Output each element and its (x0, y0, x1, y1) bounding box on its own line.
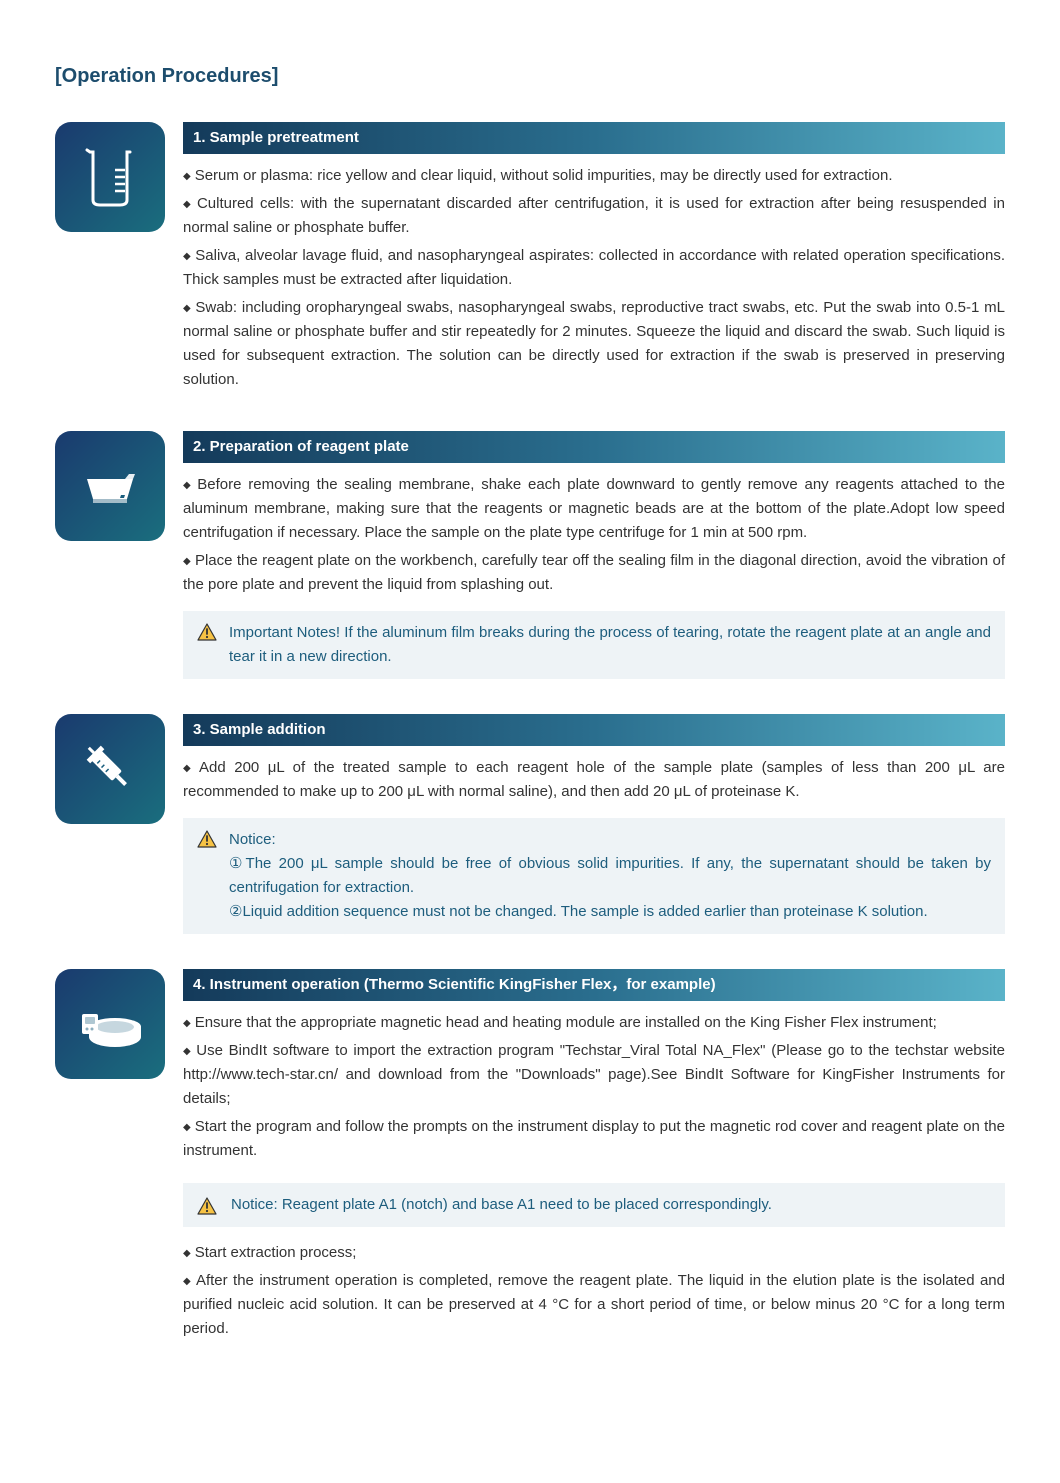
step-header: 3. Sample addition (183, 714, 1005, 746)
instrument-icon (55, 969, 165, 1079)
beaker-icon (55, 122, 165, 232)
bullet: Ensure that the appropriate magnetic hea… (183, 1011, 1005, 1035)
bullet: Add 200 μL of the treated sample to each… (183, 756, 1005, 804)
section-4: 4. Instrument operation (Thermo Scientif… (55, 969, 1005, 1345)
bullet: Use BindIt software to import the extrac… (183, 1039, 1005, 1111)
notice-text: Important Notes! If the aluminum film br… (229, 621, 991, 669)
notice-line: ②Liquid addition sequence must not be ch… (229, 903, 928, 920)
bullet: Serum or plasma: rice yellow and clear l… (183, 164, 1005, 188)
notice-box: Notice: ①The 200 μL sample should be fre… (183, 818, 1005, 934)
step-header: 2. Preparation of reagent plate (183, 431, 1005, 463)
plate-icon (55, 431, 165, 541)
step-header: 1. Sample pretreatment (183, 122, 1005, 154)
bullet: Place the reagent plate on the workbench… (183, 549, 1005, 597)
bullet: Swab: including oropharyngeal swabs, nas… (183, 296, 1005, 392)
page-title: [Operation Procedures] (55, 60, 1005, 92)
bullet: Start the program and follow the prompts… (183, 1115, 1005, 1163)
step-header: 4. Instrument operation (Thermo Scientif… (183, 969, 1005, 1001)
section-3-content: 3. Sample addition Add 200 μL of the tre… (183, 714, 1005, 934)
warning-icon (197, 1197, 217, 1215)
notice-inline: Notice: Reagent plate A1 (notch) and bas… (183, 1183, 1005, 1227)
section-2-content: 2. Preparation of reagent plate Before r… (183, 431, 1005, 679)
notice-title: Notice: (229, 831, 276, 848)
notice-text: Notice: ①The 200 μL sample should be fre… (229, 828, 991, 924)
bullet: Cultured cells: with the supernatant dis… (183, 192, 1005, 240)
notice-text: Notice: Reagent plate A1 (notch) and bas… (231, 1193, 772, 1217)
bullet: After the instrument operation is comple… (183, 1269, 1005, 1341)
notice-box: Important Notes! If the aluminum film br… (183, 611, 1005, 679)
bullet: Start extraction process; (183, 1241, 1005, 1265)
section-2: 2. Preparation of reagent plate Before r… (55, 431, 1005, 679)
bullet: Saliva, alveolar lavage fluid, and nasop… (183, 244, 1005, 292)
section-3: 3. Sample addition Add 200 μL of the tre… (55, 714, 1005, 934)
bullet: Before removing the sealing membrane, sh… (183, 473, 1005, 545)
warning-icon (197, 623, 217, 641)
syringe-icon (55, 714, 165, 824)
section-1: 1. Sample pretreatment Serum or plasma: … (55, 122, 1005, 396)
section-1-content: 1. Sample pretreatment Serum or plasma: … (183, 122, 1005, 396)
notice-line: ①The 200 μL sample should be free of obv… (229, 855, 991, 896)
warning-icon (197, 830, 217, 848)
section-4-content: 4. Instrument operation (Thermo Scientif… (183, 969, 1005, 1345)
